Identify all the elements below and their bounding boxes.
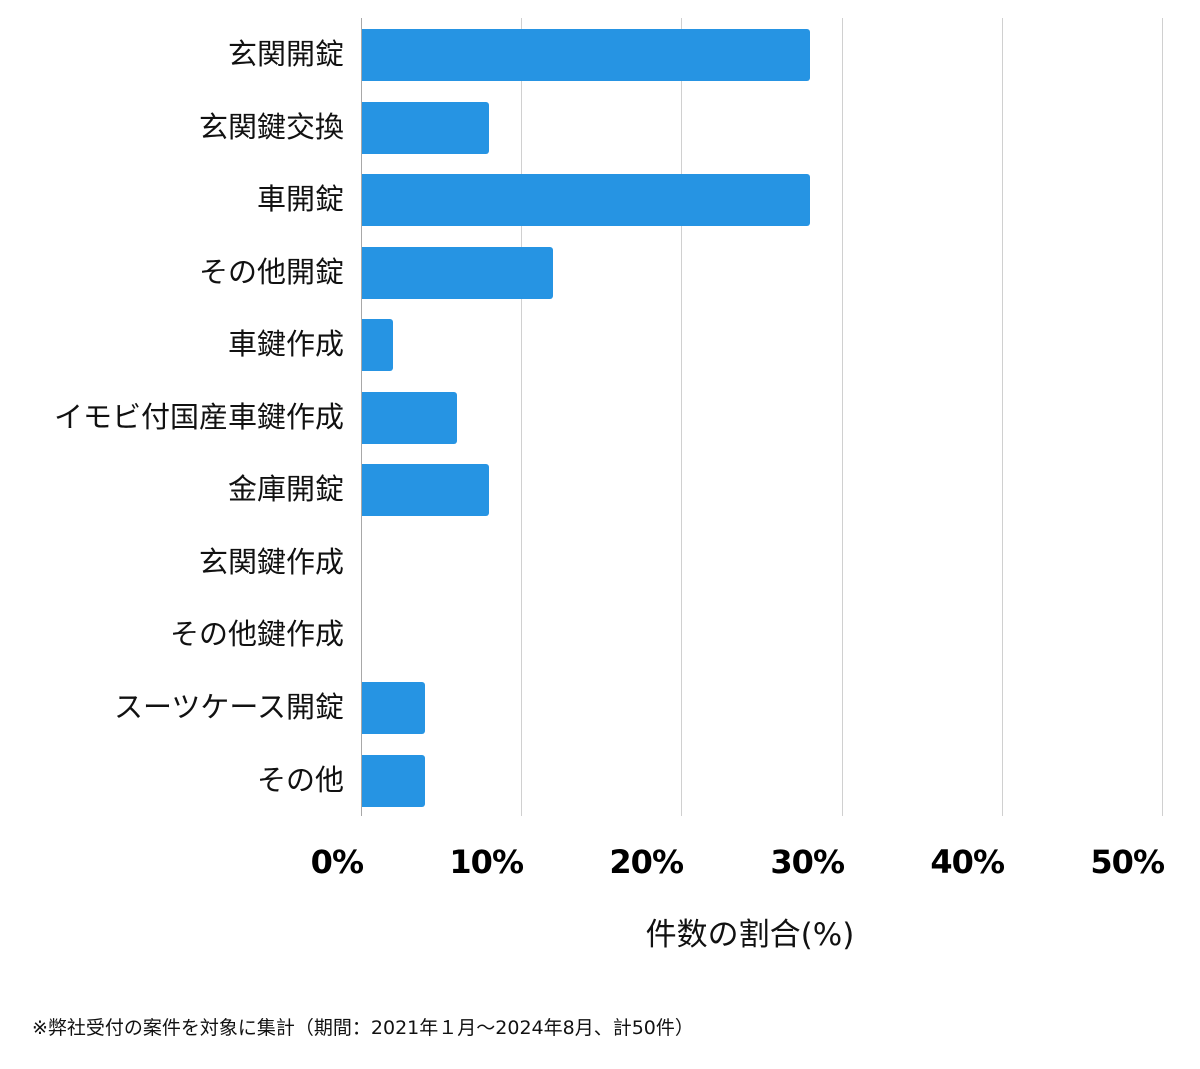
bar [362, 755, 425, 807]
x-tick-label: 30% [770, 843, 845, 881]
bar [362, 247, 553, 299]
category-label: スーツケース開錠 [114, 690, 344, 724]
bar [362, 29, 810, 81]
category-label: イモビ付国産車鍵作成 [53, 400, 344, 434]
category-label: その他鍵作成 [169, 617, 344, 651]
category-label: 玄関鍵作成 [198, 545, 344, 579]
bar [362, 682, 425, 734]
category-label: その他 [256, 763, 344, 797]
bar-row: その他開錠 [0, 236, 1200, 309]
x-tick-label: 0% [310, 843, 364, 881]
bar-row: その他鍵作成 [0, 598, 1200, 671]
bar-row: 玄関鍵作成 [0, 526, 1200, 599]
bar-row: スーツケース開錠 [0, 671, 1200, 744]
x-tick-label: 10% [449, 843, 524, 881]
category-label: 車開錠 [256, 182, 344, 216]
x-tick-label: 40% [930, 843, 1005, 881]
bar-row: 玄関鍵交換 [0, 91, 1200, 164]
gridline [842, 18, 843, 816]
bar [362, 464, 489, 516]
y-axis-line [361, 18, 362, 816]
bar-row: イモビ付国産車鍵作成 [0, 381, 1200, 454]
gridline [1002, 18, 1003, 816]
category-label: 車鍵作成 [227, 327, 344, 361]
bar [362, 392, 457, 444]
bar-row: 玄関開錠 [0, 18, 1200, 91]
x-axis-title: 件数の割合(%) [645, 917, 855, 953]
category-label: 玄関開錠 [227, 37, 344, 71]
bar-row: 車開錠 [0, 163, 1200, 236]
bar [362, 174, 810, 226]
x-tick-label: 20% [609, 843, 684, 881]
gridline [681, 18, 682, 816]
footnote: ※弊社受付の案件を対象に集計（期間：2021年１月～2024年8月、計50件） [32, 1017, 694, 1039]
gridline [1162, 18, 1163, 816]
category-label: 玄関鍵交換 [198, 110, 344, 144]
bar [362, 319, 393, 371]
category-label: 金庫開錠 [227, 472, 344, 506]
bar-row: 車鍵作成 [0, 308, 1200, 381]
category-label: その他開錠 [198, 255, 344, 289]
gridline [521, 18, 522, 816]
x-tick-label: 50% [1090, 843, 1165, 881]
bar [362, 102, 489, 154]
bar-row: 金庫開錠 [0, 453, 1200, 526]
bar-row: その他 [0, 744, 1200, 817]
